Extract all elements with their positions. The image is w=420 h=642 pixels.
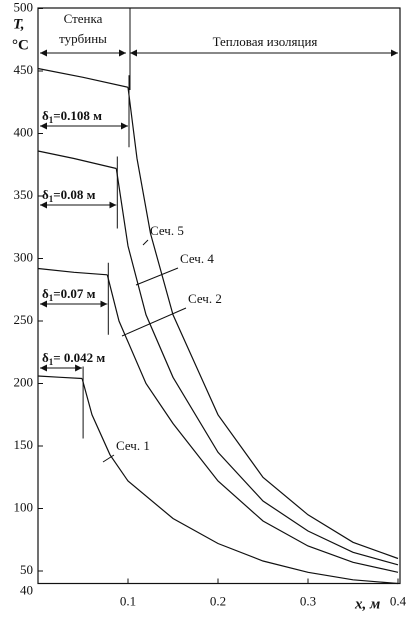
x-tick-label: 0.2 [210,593,226,608]
y-tick-label: 50 [20,562,33,577]
curve-leader [102,454,115,463]
delta-index: 1 [49,115,54,125]
delta-index: 1 [49,194,54,204]
delta-index: 1 [49,357,54,367]
y-tick-label: 450 [14,62,34,77]
temperature-curve [81,378,399,585]
delta-label: δ1=0.08 м [42,187,96,204]
x-label: x, м [354,596,380,612]
header-left: Стенка [64,11,103,26]
y-label-unit: °C [12,37,29,53]
x-tick-label: 0.3 [300,593,316,608]
curve-leader [135,267,179,286]
delta-value: =0.108 м [53,108,102,123]
curve-leader [142,239,149,246]
delta-symbol: δ [42,187,49,202]
y-tick-label: 350 [14,187,34,202]
curve-label: Сеч. 1 [116,438,150,453]
header-right: Тепловая изоляция [213,34,318,49]
curve-label: Сеч. 2 [188,291,222,306]
temperature-curve [106,274,399,573]
temperature-curve [37,375,83,380]
y-tick-label: 150 [14,437,34,452]
delta-symbol: δ [42,350,49,365]
curve-label: Сеч. 5 [150,223,184,238]
delta-label: δ1= 0.042 м [42,350,105,367]
y-label: T, [13,16,25,32]
delta-value: =0.07 м [53,286,95,301]
delta-value: =0.08 м [53,187,95,202]
temperature-curve [115,168,399,566]
delta-label: δ1=0.108 м [42,108,102,125]
curve-label: Сеч. 4 [180,251,214,266]
header-left: турбины [59,31,107,46]
temperature-curve [127,87,399,560]
temperature-curve [37,67,129,88]
y-tick-label: 200 [14,374,34,389]
plot-frame [37,7,401,585]
delta-index: 1 [49,293,54,303]
y-tick-label: 40 [20,582,33,597]
temperature-curve [37,150,117,170]
y-tick-label: 500 [14,0,34,14]
y-tick-label: 250 [14,312,34,327]
x-tick-label: 0.1 [120,593,136,608]
temperature-curve [37,267,108,276]
x-tick-label: 0.4 [390,593,407,608]
delta-label: δ1=0.07 м [42,286,96,303]
curve-leader [121,307,187,337]
y-tick-label: 400 [14,124,34,139]
delta-value: = 0.042 м [53,350,105,365]
delta-symbol: δ [42,108,49,123]
y-tick-label: 300 [14,249,34,264]
delta-symbol: δ [42,286,49,301]
y-tick-label: 100 [14,499,34,514]
